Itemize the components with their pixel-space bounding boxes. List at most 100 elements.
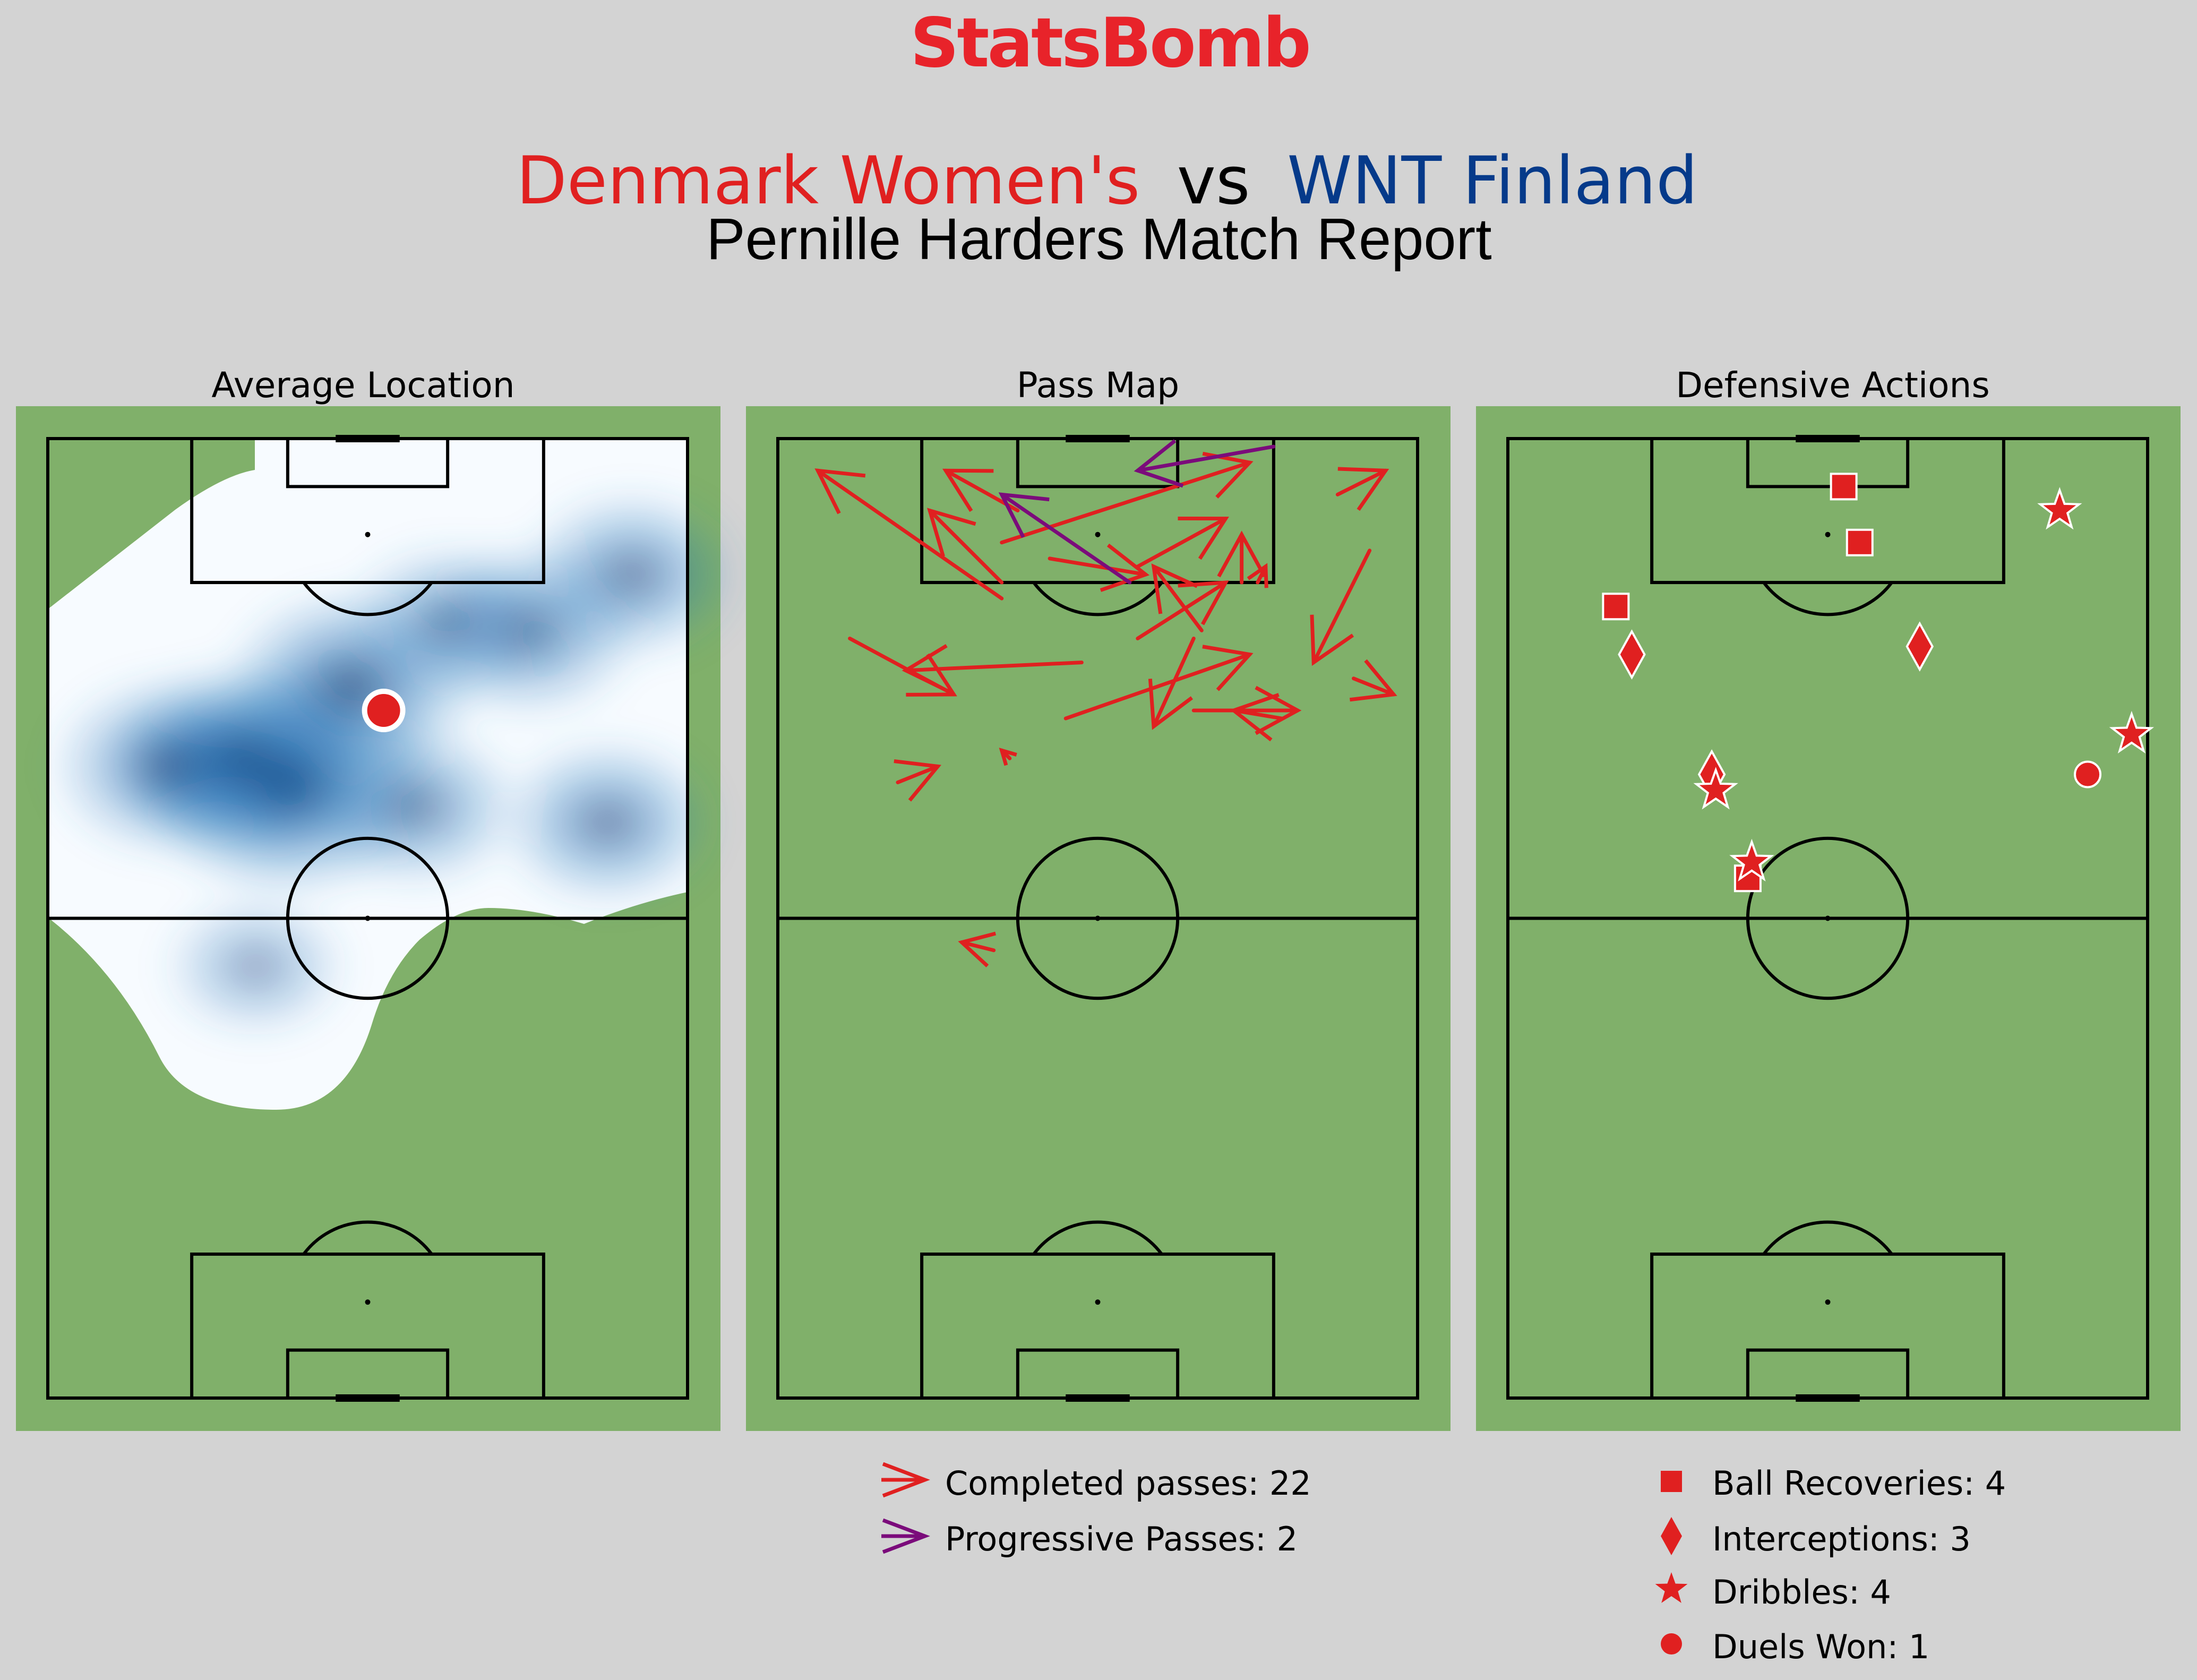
bottom-penalty-spot <box>365 1299 371 1305</box>
completed-pass-arrow <box>958 931 997 967</box>
progressive-pass-arrow <box>1134 439 1276 488</box>
bottom-penalty-arc <box>1762 1220 1893 1255</box>
vs-label: vs <box>1177 143 1250 219</box>
home-team-name: Denmark Women's <box>516 143 1140 219</box>
legend-progressive-arrow-icon <box>881 1518 930 1554</box>
heatmap-hotspot <box>493 734 722 910</box>
pass-shaft <box>1136 580 1228 640</box>
dribble-marker <box>1729 838 1774 881</box>
progressive-pass-arrow <box>998 492 1132 585</box>
pass-arrowhead <box>998 492 1050 538</box>
pass-shaft <box>959 940 996 953</box>
interception-marker <box>1906 621 1934 672</box>
pass-arrowhead <box>1202 645 1254 691</box>
top-penalty-arc <box>1032 581 1163 616</box>
completed-pass-arrow <box>1310 548 1372 666</box>
pass-shaft <box>1000 460 1252 545</box>
pass-arrowhead <box>927 508 976 557</box>
centre-spot <box>1825 915 1831 921</box>
defensive-actions-legend: Ball Recoveries: 4 Interceptions: 3 Drib… <box>1655 1464 2006 1666</box>
report-subtitle: Pernille Harders Match Report <box>706 207 1491 272</box>
legend-interception-icon <box>1661 1517 1682 1555</box>
completed-pass-arrow <box>1063 645 1254 721</box>
pass-shaft <box>1136 444 1276 473</box>
top-penalty-arc <box>1762 581 1893 616</box>
pass-arrowhead <box>999 748 1017 766</box>
completed-pass-arrow <box>902 644 1084 693</box>
pass-shaft <box>896 764 940 785</box>
average-location-marker <box>362 688 406 732</box>
pass-arrowhead <box>1247 563 1268 588</box>
pass-shaft <box>1335 468 1388 496</box>
heatmap-hotspot <box>47 673 289 860</box>
pass-arrowhead <box>1178 580 1229 625</box>
pass-shaft <box>1048 556 1148 577</box>
pass-map-legend: Completed passes: 22 Progressive Passes:… <box>881 1462 1311 1558</box>
pass-arrowhead <box>1310 614 1354 666</box>
pass-shaft <box>1000 492 1132 585</box>
pass-arrowhead <box>958 931 997 967</box>
pass-arrowhead <box>1134 439 1184 488</box>
pass-arrowhead <box>1178 517 1229 560</box>
completed-pass-arrow <box>1136 580 1229 640</box>
pass-map-panel <box>746 406 1451 1431</box>
pass-shaft <box>1063 653 1252 721</box>
duel-won-marker <box>2074 760 2102 788</box>
centre-circle <box>1016 836 1180 1000</box>
pass-arrowhead <box>1255 685 1302 735</box>
pass-shaft <box>816 468 1004 601</box>
legend-duel-icon <box>1661 1633 1682 1655</box>
completed-pass-arrow <box>1349 659 1397 702</box>
heatmap-hotspot <box>340 540 555 705</box>
interception-marker <box>1618 629 1646 680</box>
panel-title-average-location: Average Location <box>211 365 514 406</box>
pass-shaft <box>1136 517 1228 569</box>
completed-pass-arrow <box>1191 685 1302 735</box>
legend-dribbles-label: Dribbles: 4 <box>1712 1573 1891 1612</box>
pass-shaft <box>1352 676 1396 697</box>
pass-arrowhead <box>1337 467 1389 511</box>
heatmap-layer <box>47 439 746 1110</box>
pass-shaft <box>1152 564 1204 632</box>
legend-dribble-icon <box>1655 1572 1688 1603</box>
panel-title-pass-map: Pass Map <box>1017 365 1179 406</box>
centre-spot <box>1095 915 1101 921</box>
legend-progressive-label: Progressive Passes: 2 <box>945 1520 1298 1558</box>
completed-pass-arrow <box>1217 530 1266 585</box>
top-penalty-spot <box>1095 532 1101 537</box>
pass-shaft <box>904 661 1084 673</box>
pass-shaft <box>928 509 1004 585</box>
pass-arrowhead <box>902 644 950 693</box>
pass-arrowhead <box>894 759 942 802</box>
legend-recoveries-label: Ball Recoveries: 4 <box>1712 1464 2006 1503</box>
pass-shaft <box>1152 636 1196 728</box>
legend-completed-label: Completed passes: 22 <box>945 1464 1311 1503</box>
average-location-panel <box>16 406 746 1431</box>
pass-arrowhead <box>1151 563 1198 614</box>
pass-arrowhead <box>1148 679 1194 730</box>
completed-pass-arrow <box>1048 543 1150 592</box>
heatmap-hotspot <box>159 892 353 1041</box>
centre-circle <box>286 836 450 1000</box>
ball-recovery-marker <box>1846 528 1874 556</box>
brand-logo: StatsBomb <box>910 4 1309 83</box>
top-penalty-arc <box>302 581 433 616</box>
centre-circle <box>1746 836 1910 1000</box>
heatmap-hotspot <box>305 721 526 892</box>
legend-completed-arrow-icon <box>881 1462 930 1498</box>
match-title: Denmark Women's vs WNT Finland <box>516 143 1697 219</box>
completed-pass-arrow <box>1148 636 1196 730</box>
pass-arrowhead <box>814 468 866 515</box>
dribble-marker <box>1693 767 1738 810</box>
away-team-name: WNT Finland <box>1287 143 1698 219</box>
pass-arrowhead <box>942 468 994 512</box>
pass-arrowhead <box>1100 543 1150 592</box>
bottom-penalty-spot <box>1095 1299 1101 1305</box>
completed-pass-arrow <box>814 468 1004 601</box>
completed-pass-arrow <box>927 508 1004 585</box>
bottom-penalty-arc <box>1032 1220 1163 1255</box>
completed-pass-arrow <box>999 748 1017 766</box>
legend-recovery-icon <box>1661 1471 1682 1492</box>
top-penalty-spot <box>1825 532 1831 537</box>
